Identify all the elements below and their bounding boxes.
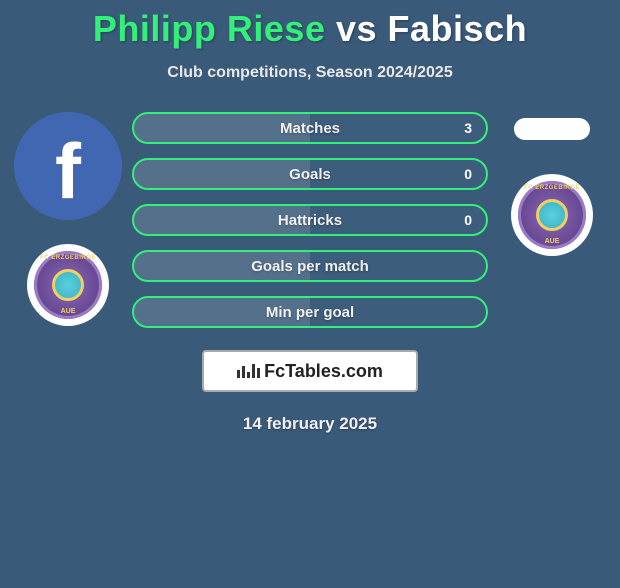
stat-row-goals: Goals 0 (132, 158, 488, 190)
player1-club-badge: FC ERZGEBIRGE AUE (27, 244, 109, 326)
stat-value-right: 0 (464, 166, 472, 182)
stat-row-hattricks: Hattricks 0 (132, 204, 488, 236)
player2-club-badge: FC ERZGEBIRGE AUE (511, 174, 593, 256)
facebook-avatar-icon: f (14, 112, 122, 220)
page-title: Philipp Riese vs Fabisch (0, 8, 620, 50)
club-badge-center-icon (52, 269, 84, 301)
stat-row-gpm: Goals per match (132, 250, 488, 282)
left-column: f FC ERZGEBIRGE AUE (8, 112, 128, 326)
player1-name: Philipp Riese (93, 8, 326, 49)
stat-fill-left (134, 206, 310, 234)
stat-fill-left (134, 160, 310, 188)
main-content: f FC ERZGEBIRGE AUE Matches 3 Goals 0 (0, 112, 620, 328)
stat-fill-left (134, 252, 310, 280)
club-badge-inner: FC ERZGEBIRGE AUE (34, 251, 102, 319)
stat-fill-left (134, 298, 310, 326)
right-column: FC ERZGEBIRGE AUE (492, 112, 612, 256)
club-text-bottom: AUE (518, 238, 586, 245)
player1-avatar: f (14, 112, 122, 220)
club-text-bottom: AUE (34, 308, 102, 315)
fctables-text: FcTables.com (264, 361, 383, 382)
chart-icon (237, 364, 260, 378)
subtitle: Club competitions, Season 2024/2025 (0, 64, 620, 82)
stat-row-mpg: Min per goal (132, 296, 488, 328)
stat-row-matches: Matches 3 (132, 112, 488, 144)
player2-name: Fabisch (388, 8, 528, 49)
club-badge-inner: FC ERZGEBIRGE AUE (518, 181, 586, 249)
fctables-branding[interactable]: FcTables.com (202, 350, 418, 392)
vs-text: vs (336, 8, 377, 49)
player2-avatar-placeholder (514, 118, 590, 140)
stat-value-right: 0 (464, 212, 472, 228)
stat-fill-left (134, 114, 310, 142)
stat-value-right: 3 (464, 120, 472, 136)
facebook-f-icon: f (55, 126, 81, 217)
date-text: 14 february 2025 (0, 414, 620, 434)
club-text-top: FC ERZGEBIRGE (34, 255, 102, 261)
club-badge-center-icon (536, 199, 568, 231)
club-text-top: FC ERZGEBIRGE (518, 185, 586, 191)
stats-column: Matches 3 Goals 0 Hattricks 0 Goals per … (128, 112, 492, 328)
